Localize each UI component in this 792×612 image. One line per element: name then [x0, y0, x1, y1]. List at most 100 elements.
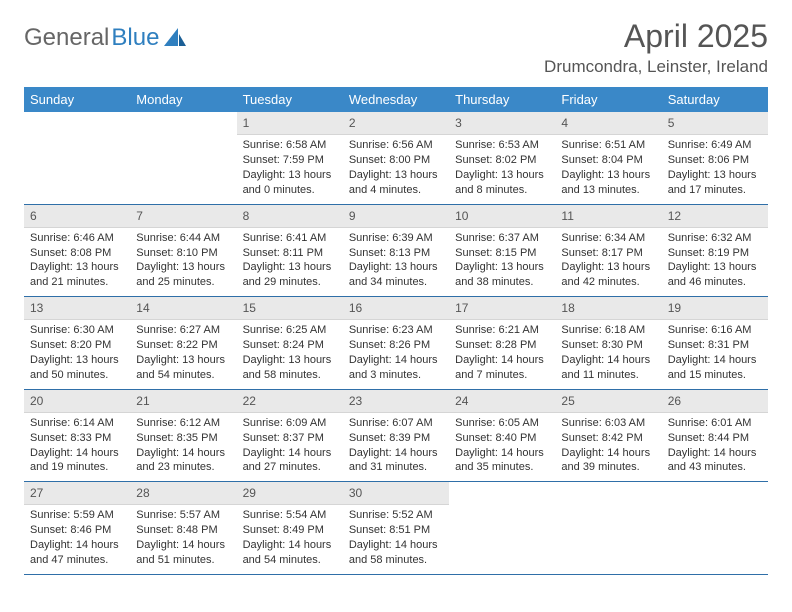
- sun-info-line: Sunrise: 6:56 AM: [349, 138, 443, 153]
- location: Drumcondra, Leinster, Ireland: [544, 57, 768, 77]
- day-body: Sunrise: 6:27 AMSunset: 8:22 PMDaylight:…: [130, 320, 236, 388]
- sun-info-line: Sunset: 8:26 PM: [349, 338, 443, 353]
- day-body: Sunrise: 6:39 AMSunset: 8:13 PMDaylight:…: [343, 228, 449, 296]
- day-body: Sunrise: 5:59 AMSunset: 8:46 PMDaylight:…: [24, 505, 130, 573]
- calendar-cell: [449, 482, 555, 575]
- day-body: Sunrise: 6:53 AMSunset: 8:02 PMDaylight:…: [449, 135, 555, 203]
- day-number: 15: [237, 297, 343, 320]
- day-body: Sunrise: 6:32 AMSunset: 8:19 PMDaylight:…: [662, 228, 768, 296]
- calendar-cell: 13Sunrise: 6:30 AMSunset: 8:20 PMDayligh…: [24, 297, 130, 390]
- day-body: [24, 134, 130, 196]
- day-body: [130, 134, 236, 196]
- sun-info-line: Sunset: 8:37 PM: [243, 431, 337, 446]
- day-number: [130, 112, 236, 134]
- sun-info-line: Daylight: 14 hours and 23 minutes.: [136, 446, 230, 476]
- sun-info-line: Sunrise: 5:59 AM: [30, 508, 124, 523]
- sun-info-line: Daylight: 13 hours and 42 minutes.: [561, 260, 655, 290]
- day-number: 28: [130, 482, 236, 505]
- calendar-cell: 6Sunrise: 6:46 AMSunset: 8:08 PMDaylight…: [24, 204, 130, 297]
- day-number: [555, 482, 661, 504]
- sun-info-line: Sunrise: 5:57 AM: [136, 508, 230, 523]
- calendar-week: 6Sunrise: 6:46 AMSunset: 8:08 PMDaylight…: [24, 204, 768, 297]
- calendar-cell: 20Sunrise: 6:14 AMSunset: 8:33 PMDayligh…: [24, 389, 130, 482]
- calendar-week: 13Sunrise: 6:30 AMSunset: 8:20 PMDayligh…: [24, 297, 768, 390]
- calendar-cell: 1Sunrise: 6:58 AMSunset: 7:59 PMDaylight…: [237, 112, 343, 204]
- sun-info-line: Sunset: 8:31 PM: [668, 338, 762, 353]
- sun-info-line: Daylight: 13 hours and 17 minutes.: [668, 168, 762, 198]
- day-number: 11: [555, 205, 661, 228]
- sun-info-line: Sunrise: 6:23 AM: [349, 323, 443, 338]
- sun-info-line: Sunrise: 6:18 AM: [561, 323, 655, 338]
- calendar-cell: 15Sunrise: 6:25 AMSunset: 8:24 PMDayligh…: [237, 297, 343, 390]
- day-number: [662, 482, 768, 504]
- sun-info-line: Sunrise: 6:09 AM: [243, 416, 337, 431]
- day-number: 4: [555, 112, 661, 135]
- sun-info-line: Sunrise: 6:34 AM: [561, 231, 655, 246]
- calendar-cell: 18Sunrise: 6:18 AMSunset: 8:30 PMDayligh…: [555, 297, 661, 390]
- calendar-cell: 17Sunrise: 6:21 AMSunset: 8:28 PMDayligh…: [449, 297, 555, 390]
- sun-info-line: Sunrise: 6:07 AM: [349, 416, 443, 431]
- day-body: Sunrise: 5:57 AMSunset: 8:48 PMDaylight:…: [130, 505, 236, 573]
- sun-info-line: Daylight: 13 hours and 38 minutes.: [455, 260, 549, 290]
- day-header: Thursday: [449, 87, 555, 112]
- sun-info-line: Daylight: 14 hours and 51 minutes.: [136, 538, 230, 568]
- day-number: 10: [449, 205, 555, 228]
- sun-info-line: Sunrise: 6:41 AM: [243, 231, 337, 246]
- day-number: 6: [24, 205, 130, 228]
- sun-info-line: Daylight: 13 hours and 0 minutes.: [243, 168, 337, 198]
- sun-info-line: Sunrise: 6:46 AM: [30, 231, 124, 246]
- sun-info-line: Daylight: 13 hours and 4 minutes.: [349, 168, 443, 198]
- header: GeneralBlue April 2025 Drumcondra, Leins…: [24, 18, 768, 77]
- sun-info-line: Sunset: 8:00 PM: [349, 153, 443, 168]
- day-header: Wednesday: [343, 87, 449, 112]
- day-number: 13: [24, 297, 130, 320]
- sun-info-line: Daylight: 14 hours and 27 minutes.: [243, 446, 337, 476]
- calendar-cell: 21Sunrise: 6:12 AMSunset: 8:35 PMDayligh…: [130, 389, 236, 482]
- calendar-cell: [662, 482, 768, 575]
- sun-info-line: Daylight: 13 hours and 21 minutes.: [30, 260, 124, 290]
- day-body: Sunrise: 6:01 AMSunset: 8:44 PMDaylight:…: [662, 413, 768, 481]
- sun-info-line: Daylight: 14 hours and 47 minutes.: [30, 538, 124, 568]
- day-body: [662, 504, 768, 566]
- sun-info-line: Daylight: 13 hours and 29 minutes.: [243, 260, 337, 290]
- sun-info-line: Sunset: 8:44 PM: [668, 431, 762, 446]
- day-number: 12: [662, 205, 768, 228]
- day-number: 29: [237, 482, 343, 505]
- day-number: 22: [237, 390, 343, 413]
- calendar-table: SundayMondayTuesdayWednesdayThursdayFrid…: [24, 87, 768, 575]
- day-body: Sunrise: 6:34 AMSunset: 8:17 PMDaylight:…: [555, 228, 661, 296]
- calendar-cell: 29Sunrise: 5:54 AMSunset: 8:49 PMDayligh…: [237, 482, 343, 575]
- day-number: 1: [237, 112, 343, 135]
- sun-info-line: Sunset: 8:40 PM: [455, 431, 549, 446]
- calendar-cell: 9Sunrise: 6:39 AMSunset: 8:13 PMDaylight…: [343, 204, 449, 297]
- sun-info-line: Daylight: 14 hours and 54 minutes.: [243, 538, 337, 568]
- calendar-cell: 30Sunrise: 5:52 AMSunset: 8:51 PMDayligh…: [343, 482, 449, 575]
- day-number: 9: [343, 205, 449, 228]
- day-number: [24, 112, 130, 134]
- logo-sail-icon: [164, 28, 186, 48]
- day-number: 7: [130, 205, 236, 228]
- calendar-week: 20Sunrise: 6:14 AMSunset: 8:33 PMDayligh…: [24, 389, 768, 482]
- sun-info-line: Sunset: 8:48 PM: [136, 523, 230, 538]
- calendar-cell: 7Sunrise: 6:44 AMSunset: 8:10 PMDaylight…: [130, 204, 236, 297]
- sun-info-line: Sunset: 8:39 PM: [349, 431, 443, 446]
- day-body: Sunrise: 6:18 AMSunset: 8:30 PMDaylight:…: [555, 320, 661, 388]
- sun-info-line: Sunset: 8:46 PM: [30, 523, 124, 538]
- day-number: 23: [343, 390, 449, 413]
- sun-info-line: Daylight: 13 hours and 13 minutes.: [561, 168, 655, 198]
- calendar-cell: 28Sunrise: 5:57 AMSunset: 8:48 PMDayligh…: [130, 482, 236, 575]
- day-body: Sunrise: 6:12 AMSunset: 8:35 PMDaylight:…: [130, 413, 236, 481]
- calendar-week: 27Sunrise: 5:59 AMSunset: 8:46 PMDayligh…: [24, 482, 768, 575]
- sun-info-line: Daylight: 13 hours and 25 minutes.: [136, 260, 230, 290]
- day-body: [449, 504, 555, 566]
- sun-info-line: Daylight: 14 hours and 15 minutes.: [668, 353, 762, 383]
- sun-info-line: Daylight: 13 hours and 58 minutes.: [243, 353, 337, 383]
- day-body: Sunrise: 6:58 AMSunset: 7:59 PMDaylight:…: [237, 135, 343, 203]
- day-body: Sunrise: 6:14 AMSunset: 8:33 PMDaylight:…: [24, 413, 130, 481]
- sun-info-line: Sunset: 8:08 PM: [30, 246, 124, 261]
- day-body: Sunrise: 6:46 AMSunset: 8:08 PMDaylight:…: [24, 228, 130, 296]
- day-number: 27: [24, 482, 130, 505]
- day-body: Sunrise: 6:03 AMSunset: 8:42 PMDaylight:…: [555, 413, 661, 481]
- day-body: Sunrise: 6:09 AMSunset: 8:37 PMDaylight:…: [237, 413, 343, 481]
- calendar-cell: 14Sunrise: 6:27 AMSunset: 8:22 PMDayligh…: [130, 297, 236, 390]
